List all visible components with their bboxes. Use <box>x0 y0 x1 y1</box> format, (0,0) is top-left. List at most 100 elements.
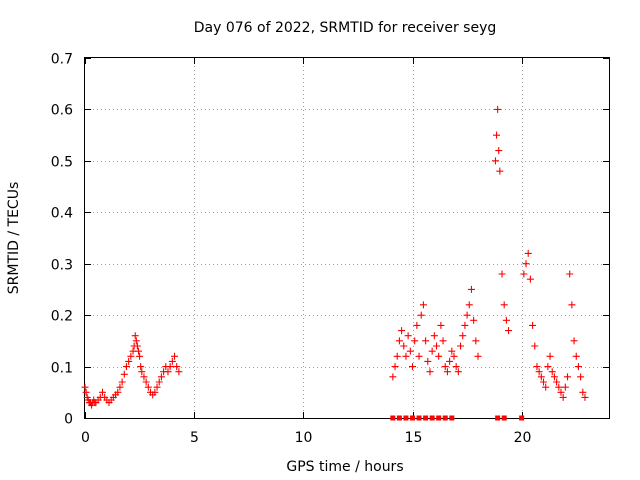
data-point <box>498 270 506 278</box>
data-point <box>125 357 133 365</box>
data-point <box>544 363 552 371</box>
data-point <box>391 363 399 371</box>
axis-ticks <box>85 58 609 419</box>
data-point-zero <box>423 415 429 421</box>
data-point <box>144 383 152 391</box>
data-point <box>448 347 456 355</box>
data-point <box>452 363 460 371</box>
grid-lines <box>85 58 609 418</box>
data-point <box>581 393 589 401</box>
data-point <box>493 131 501 139</box>
data-point-zero <box>410 415 415 421</box>
data-point <box>98 388 106 396</box>
data-point <box>134 347 142 355</box>
data-point-zero <box>519 415 525 421</box>
data-point <box>142 378 150 386</box>
x-tick-label: 20 <box>514 430 532 446</box>
data-point <box>417 311 425 319</box>
data-point <box>540 378 547 386</box>
data-point <box>422 337 430 345</box>
data-point <box>474 352 482 360</box>
data-point <box>175 368 183 376</box>
data-point <box>454 368 462 376</box>
y-axis-label: SRMTID / TECUs <box>6 182 22 295</box>
data-point <box>439 337 447 345</box>
data-point <box>409 363 416 371</box>
data-point <box>561 383 569 391</box>
data-point-zero <box>396 415 402 421</box>
data-point <box>433 342 441 350</box>
data-point <box>461 321 469 329</box>
data-point <box>140 373 148 381</box>
data-point <box>535 368 543 376</box>
y-tick-label: 0.7 <box>51 52 73 68</box>
data-point <box>450 352 458 360</box>
data-point <box>546 352 554 360</box>
data-point-zero <box>416 415 422 421</box>
data-point <box>114 388 122 396</box>
y-tick-label: 0.3 <box>51 258 73 274</box>
data-point <box>502 316 510 324</box>
y-tick-label: 0.6 <box>51 103 73 119</box>
x-tick-label: 10 <box>295 430 313 446</box>
data-point <box>465 301 473 309</box>
y-tick-label: 0.1 <box>51 361 73 377</box>
data-point <box>531 342 539 350</box>
data-point <box>136 352 144 360</box>
data-point <box>137 363 145 371</box>
data-point <box>81 383 89 391</box>
data-point <box>132 337 140 345</box>
data-point <box>550 373 558 381</box>
data-point <box>553 378 561 386</box>
x-tick-label: 5 <box>190 430 199 446</box>
data-point <box>395 337 403 345</box>
data-point <box>522 260 530 268</box>
data-point-zero <box>442 415 448 421</box>
data-point-zero <box>495 415 501 421</box>
data-point <box>568 301 576 309</box>
data-point <box>564 373 572 381</box>
data-point <box>120 370 128 378</box>
data-point <box>441 363 449 371</box>
data-point <box>529 321 537 329</box>
data-point <box>404 332 412 340</box>
data-point <box>537 373 545 381</box>
data-point <box>494 105 502 113</box>
data-point <box>398 327 406 335</box>
data-point <box>435 352 443 360</box>
data-point <box>153 383 161 391</box>
data-point <box>463 311 471 319</box>
data-point <box>173 363 181 371</box>
data-point <box>419 301 427 309</box>
data-point <box>168 357 176 365</box>
data-point-zero <box>390 415 396 421</box>
data-point <box>400 342 408 350</box>
data-point <box>559 393 567 401</box>
data-point <box>166 363 174 371</box>
data-point <box>155 378 163 386</box>
data-point <box>171 352 179 360</box>
y-tick-label: 0.2 <box>51 309 73 325</box>
data-point <box>459 332 467 340</box>
data-point <box>570 337 578 345</box>
data-point <box>520 270 528 278</box>
data-point <box>533 363 541 371</box>
data-point <box>542 383 550 391</box>
x-tick-label: 0 <box>81 430 90 446</box>
data-point <box>572 352 580 360</box>
data-points <box>81 105 589 421</box>
data-point <box>577 373 585 381</box>
data-point <box>457 342 465 350</box>
data-point <box>389 373 397 381</box>
x-tick-label: 15 <box>405 430 423 446</box>
data-point <box>428 347 436 355</box>
data-point <box>500 301 508 309</box>
data-point <box>470 316 478 324</box>
data-point <box>415 352 423 360</box>
plot-frame <box>84 57 610 419</box>
data-point <box>127 352 135 360</box>
data-point <box>446 357 454 365</box>
data-point <box>526 275 534 283</box>
data-point <box>491 157 499 165</box>
